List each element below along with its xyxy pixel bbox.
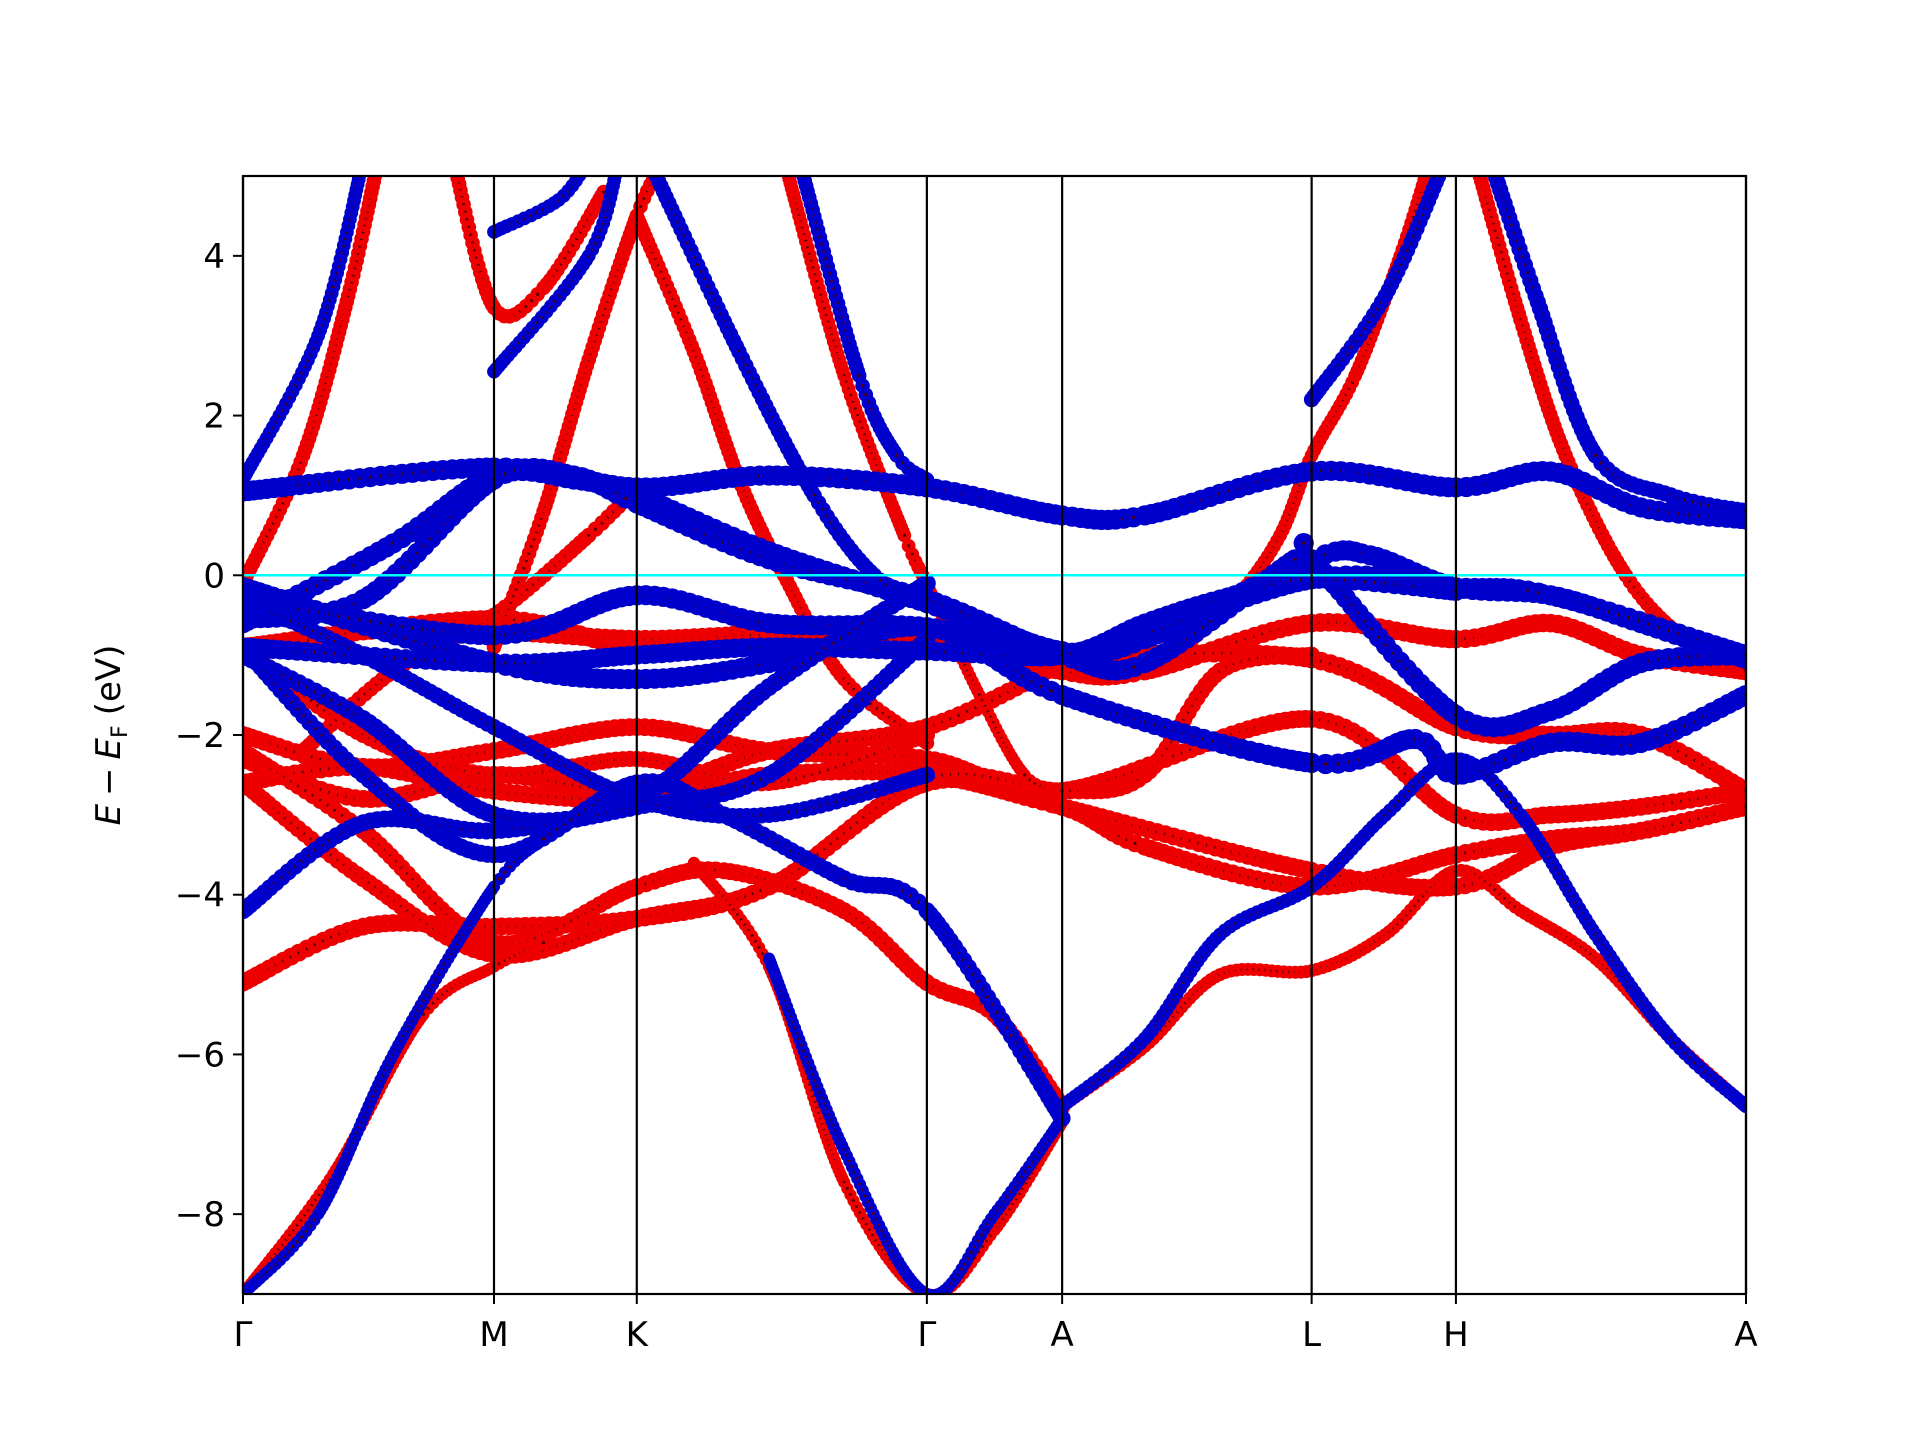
band-point bbox=[1737, 782, 1746, 800]
band-point-core bbox=[542, 941, 546, 945]
band-point-core bbox=[587, 533, 591, 538]
band-point-core bbox=[638, 204, 643, 209]
band-points-layer bbox=[243, 176, 1746, 1294]
band-point-core bbox=[902, 533, 906, 538]
band-point-core bbox=[907, 544, 911, 548]
